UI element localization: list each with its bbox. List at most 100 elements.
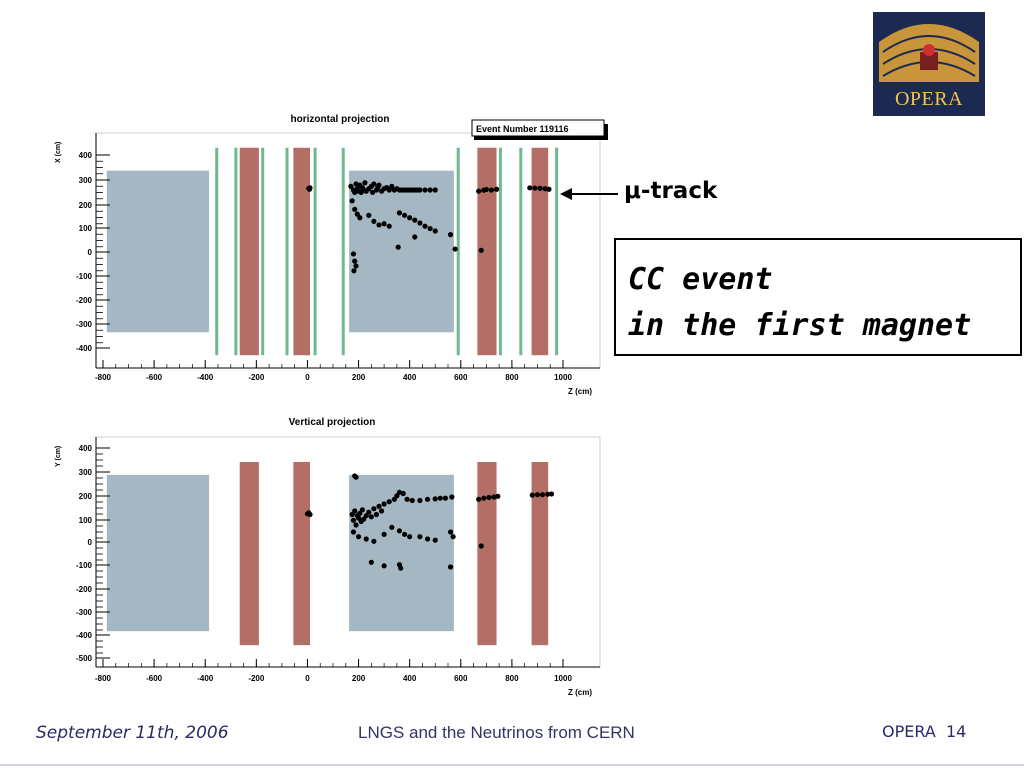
cc-event-line1: CC event bbox=[628, 262, 773, 297]
hit-point bbox=[366, 212, 372, 218]
hit-point bbox=[412, 217, 418, 223]
event-number-label: Event Number 119116 bbox=[476, 124, 569, 134]
x-tick-label: 200 bbox=[352, 373, 366, 382]
hit-point bbox=[483, 186, 489, 193]
y-tick-label: -200 bbox=[76, 585, 93, 594]
hit-point bbox=[527, 185, 533, 191]
hit-point bbox=[478, 543, 484, 549]
tracker-plane bbox=[519, 147, 523, 356]
y-tick-label: 100 bbox=[79, 516, 93, 525]
hit-point bbox=[350, 517, 357, 523]
hit-point bbox=[307, 511, 313, 518]
opera-logo: OPERA bbox=[873, 12, 985, 116]
hit-point bbox=[486, 494, 492, 501]
hit-point bbox=[493, 186, 500, 192]
y-axis-label: Y (cm) bbox=[55, 446, 62, 467]
tracker-plane bbox=[234, 147, 238, 356]
y-tick-label: 300 bbox=[79, 176, 93, 185]
hit-point bbox=[396, 528, 403, 534]
hit-point bbox=[381, 563, 387, 569]
y-tick-label: 300 bbox=[79, 468, 93, 477]
y-tick-label: -100 bbox=[76, 272, 93, 281]
mu-track-arrow-icon bbox=[560, 188, 618, 200]
hit-point bbox=[353, 263, 359, 269]
magnet-region bbox=[531, 147, 549, 356]
hit-point bbox=[362, 180, 368, 186]
x-axis-label: Z (cm) bbox=[568, 387, 592, 396]
magnet-region bbox=[477, 462, 497, 646]
hit-point bbox=[370, 189, 376, 195]
hit-point bbox=[529, 492, 535, 498]
hit-point bbox=[396, 210, 403, 216]
hit-point bbox=[368, 514, 374, 520]
hit-point bbox=[437, 495, 443, 501]
hit-point bbox=[417, 497, 423, 504]
hit-point bbox=[389, 183, 395, 189]
mu-track-label: μ-track bbox=[624, 178, 718, 204]
hit-point bbox=[450, 534, 456, 540]
hit-point bbox=[481, 495, 487, 501]
y-axis-label: X (cm) bbox=[55, 142, 62, 163]
hit-point bbox=[368, 559, 374, 565]
hit-point bbox=[447, 529, 454, 535]
x-tick-label: 600 bbox=[454, 674, 468, 683]
tracker-plane bbox=[341, 147, 345, 356]
hit-point bbox=[371, 218, 377, 224]
y-tick-label: -400 bbox=[76, 631, 93, 640]
hit-point bbox=[424, 536, 431, 542]
hit-point bbox=[371, 538, 377, 544]
tracker-plane bbox=[456, 147, 460, 356]
target-region bbox=[106, 474, 210, 632]
magnet-region bbox=[293, 147, 310, 356]
magnet-region bbox=[239, 462, 259, 646]
hit-point bbox=[417, 187, 423, 193]
hit-point bbox=[495, 493, 501, 499]
x-tick-label: 0 bbox=[305, 373, 310, 382]
x-tick-label: 0 bbox=[305, 674, 310, 683]
hit-point bbox=[349, 198, 355, 204]
x-tick-label: 800 bbox=[505, 373, 519, 382]
hit-point bbox=[545, 491, 551, 497]
footer-title: LNGS and the Neutrinos from CERN bbox=[358, 723, 635, 742]
magnet-region bbox=[239, 147, 259, 356]
hit-point bbox=[417, 220, 423, 226]
hit-point bbox=[389, 524, 395, 530]
hit-point bbox=[353, 522, 359, 528]
footer-divider bbox=[0, 764, 1024, 766]
footer-page-info: OPERA 14 bbox=[882, 722, 966, 741]
tracker-plane bbox=[215, 147, 219, 356]
hit-point bbox=[376, 182, 382, 188]
hit-point bbox=[424, 496, 431, 502]
x-tick-label: 400 bbox=[403, 373, 417, 382]
hit-point bbox=[398, 565, 404, 571]
x-tick-label: -600 bbox=[146, 674, 163, 683]
hit-point bbox=[427, 187, 433, 193]
hit-point bbox=[539, 492, 546, 498]
opera-theatre-logo-icon bbox=[873, 12, 985, 116]
x-tick-label: 400 bbox=[403, 674, 417, 683]
target-region bbox=[106, 170, 210, 333]
tracker-plane bbox=[261, 147, 265, 356]
hit-point bbox=[386, 187, 392, 193]
x-tick-label: 600 bbox=[454, 373, 468, 382]
hit-point bbox=[359, 507, 365, 513]
hit-point bbox=[352, 258, 358, 264]
hit-point bbox=[348, 183, 354, 189]
x-tick-label: -800 bbox=[95, 373, 112, 382]
hit-point bbox=[404, 496, 410, 502]
cc-event-line2: in the first magnet bbox=[628, 308, 972, 343]
y-tick-label: -100 bbox=[76, 561, 93, 570]
target-region bbox=[349, 170, 454, 333]
chart-title: Vertical projection bbox=[289, 417, 376, 428]
hit-point bbox=[537, 185, 543, 191]
hit-point bbox=[307, 185, 313, 191]
hit-point bbox=[381, 221, 387, 227]
hit-point bbox=[452, 246, 458, 252]
x-tick-label: -400 bbox=[197, 373, 214, 382]
hit-point bbox=[355, 534, 362, 540]
footer-org: OPERA bbox=[882, 722, 936, 741]
